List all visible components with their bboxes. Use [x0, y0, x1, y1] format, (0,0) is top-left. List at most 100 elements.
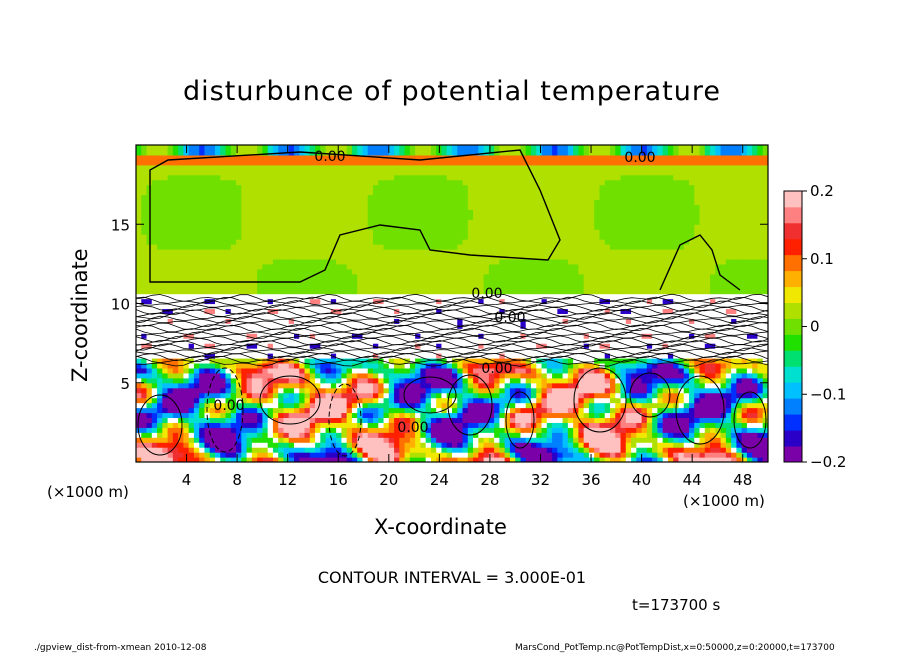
field-cell [299, 219, 306, 225]
field-cell [183, 343, 190, 349]
field-cell [473, 229, 479, 235]
field-cell [351, 293, 358, 300]
field-cell [357, 392, 364, 399]
field-cell [367, 343, 374, 349]
field-cell [383, 209, 390, 215]
field-cell [478, 204, 485, 210]
field-cell [230, 169, 237, 176]
field-cell [141, 397, 148, 404]
field-cell [415, 159, 421, 166]
field-cell [246, 362, 253, 369]
field-cell [272, 338, 279, 344]
field-cell [151, 179, 158, 186]
field-cell [483, 427, 490, 433]
field-cell [241, 382, 248, 389]
field-cell [283, 189, 290, 196]
field-cell [162, 427, 169, 433]
field-cell [373, 372, 379, 379]
field-cell [446, 422, 453, 428]
field-cell [478, 194, 485, 201]
field-cell [199, 249, 206, 255]
field-cell [351, 313, 358, 319]
field-cell [409, 427, 416, 433]
field-cell [441, 244, 448, 250]
field-cell [167, 382, 174, 389]
field-cell [188, 273, 195, 280]
field-cell [325, 214, 332, 220]
field-cell [267, 263, 274, 270]
field-cell [204, 293, 211, 300]
field-cell [483, 437, 490, 443]
field-cell [136, 293, 142, 300]
field-cell [531, 457, 537, 462]
field-cell [420, 263, 427, 270]
field-cell [230, 164, 237, 171]
field-cell [420, 149, 427, 156]
field-cell [299, 214, 306, 220]
field-cell [378, 179, 385, 186]
field-cell [446, 278, 453, 285]
field-cell [446, 149, 453, 156]
field-cell [441, 417, 448, 423]
field-cell [478, 273, 485, 280]
field-cell [236, 377, 242, 384]
field-cell [504, 422, 511, 428]
field-cell [193, 234, 200, 240]
field-cell [236, 402, 242, 409]
field-cell [151, 303, 158, 310]
field-cell [430, 323, 437, 329]
field-cell [436, 427, 443, 433]
field-cell [309, 452, 316, 458]
field-cell [425, 145, 432, 151]
field-cell [320, 273, 327, 280]
field-cell [404, 447, 411, 453]
field-cell [146, 288, 153, 295]
field-cell [178, 417, 184, 423]
field-cell [294, 427, 300, 433]
field-cell [246, 263, 253, 270]
field-cell [404, 422, 411, 428]
field-cell [483, 377, 490, 384]
field-cell [325, 447, 332, 453]
field-cell [462, 357, 469, 364]
field-cell [541, 174, 548, 181]
field-cell [304, 239, 311, 245]
field-cell [462, 417, 469, 423]
field-cell [320, 442, 327, 448]
field-cell [141, 382, 148, 389]
field-cell [236, 224, 242, 230]
field-cell [193, 184, 200, 191]
field-cell [288, 447, 295, 453]
field-cell [136, 442, 142, 448]
field-cell [220, 244, 227, 250]
field-cell [257, 308, 263, 314]
field-cell [478, 432, 485, 438]
field-cell [515, 164, 522, 171]
field-cell [341, 333, 348, 339]
field-cell [151, 258, 158, 265]
field-cell [294, 372, 300, 379]
field-cell [225, 397, 232, 404]
field-cell [504, 382, 511, 389]
field-cell [162, 273, 169, 280]
field-cell [193, 145, 200, 151]
field-cell [309, 199, 316, 206]
field-cell [483, 343, 490, 349]
field-cell [525, 204, 532, 210]
field-cell [483, 219, 490, 225]
field-cell [188, 179, 195, 186]
field-cell [141, 313, 148, 319]
field-cell [146, 447, 153, 453]
field-cell [436, 442, 443, 448]
field-cell [241, 234, 248, 240]
field-cell [525, 323, 532, 329]
field-cell [283, 253, 290, 260]
field-cell [151, 447, 158, 453]
field-cell [531, 318, 537, 324]
field-cell [525, 214, 532, 220]
field-cell [167, 457, 174, 462]
field-cell [430, 169, 437, 176]
field-cell [183, 209, 190, 215]
field-cell [257, 447, 263, 453]
field-cell [499, 249, 506, 255]
